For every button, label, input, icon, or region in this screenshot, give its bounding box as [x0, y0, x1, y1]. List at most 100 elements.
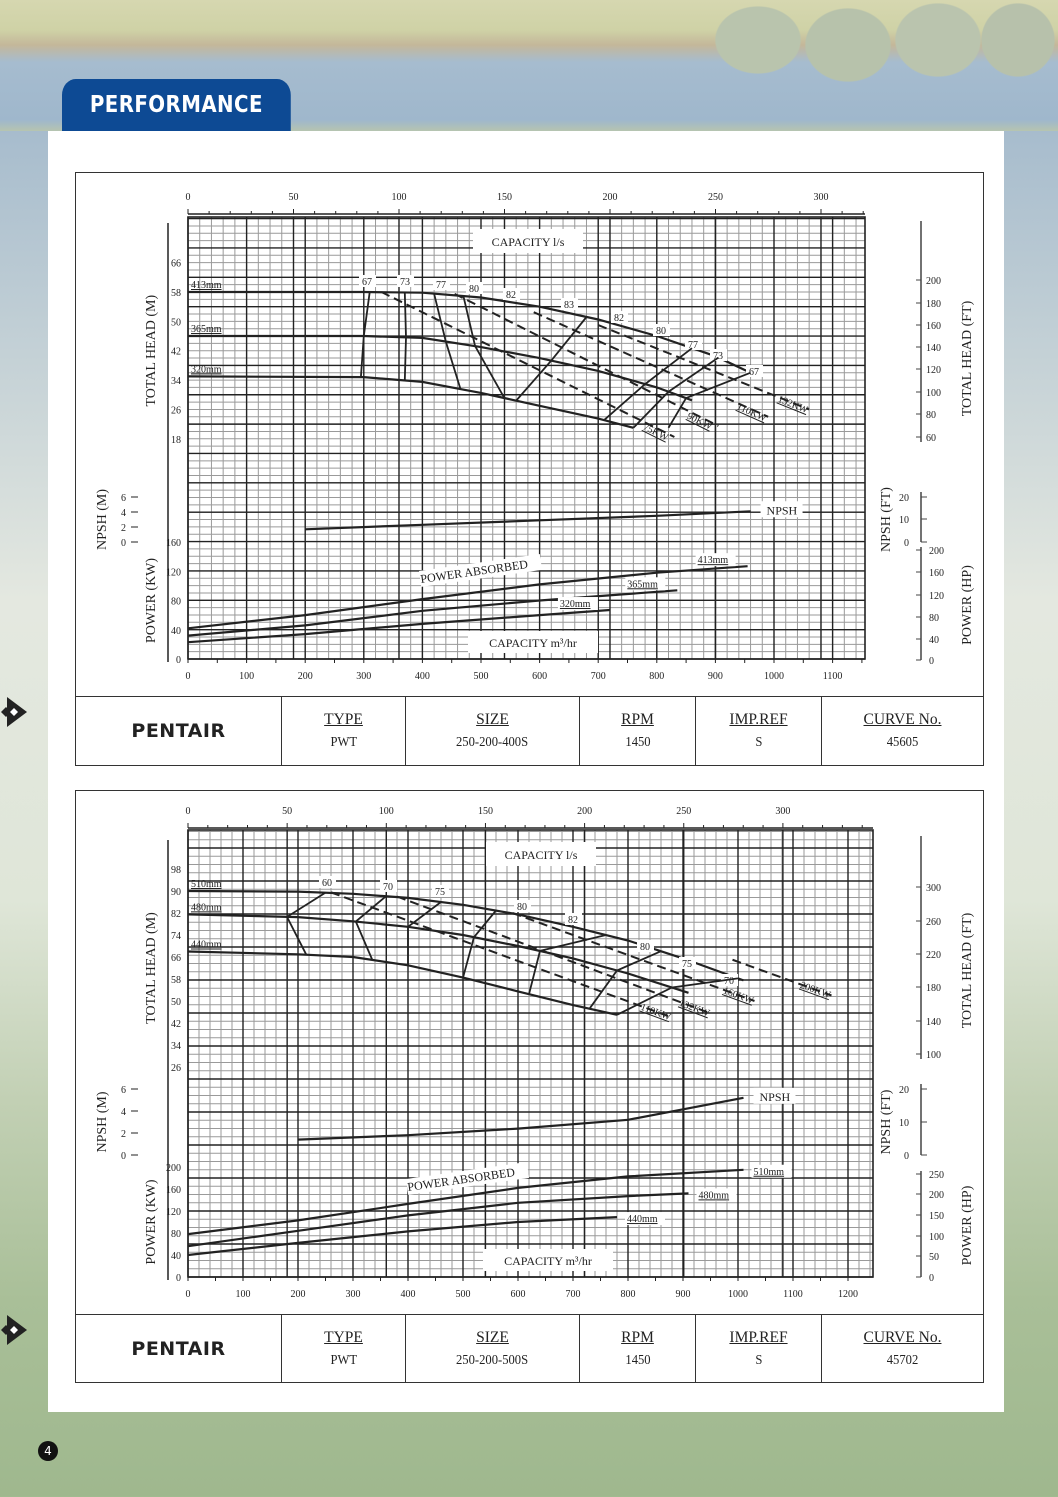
power-hp-axis-title: POWER (HP)	[960, 565, 975, 645]
efficiency-label: 80	[656, 326, 666, 337]
efficiency-label-bg	[679, 957, 696, 969]
bottom-axis-tick-label: 400	[415, 671, 430, 682]
efficiency-label: 73	[713, 351, 723, 362]
power-line-160KW	[512, 912, 755, 1002]
power-axis-tick-label: 40	[171, 1251, 181, 1262]
head-curve-label: 320mm	[191, 364, 222, 375]
head-ft-axis-title: TOTAL HEAD (FT)	[960, 300, 975, 416]
iso-efficiency-line	[462, 909, 497, 978]
bottom-axis-tick-label: 1100	[783, 1289, 803, 1300]
power-hp-axis-tick-label: 200	[929, 1190, 944, 1201]
top-axis-tick-label: 150	[497, 192, 512, 203]
bottom-axis-tick-label: 800	[621, 1289, 636, 1300]
power-line-label: 90KW	[685, 411, 714, 433]
head-axis-title: TOTAL HEAD (M)	[144, 295, 159, 407]
head-ft-axis-tick-label: 80	[926, 410, 936, 421]
bottom-axis-tick-label: 600	[511, 1289, 526, 1300]
type-value: PWT	[330, 1353, 357, 1368]
iso-efficiency-line	[403, 292, 407, 381]
iso-efficiency-line	[616, 977, 739, 1016]
brand-name: PENTAIR	[131, 1338, 226, 1360]
brand-cell: PENTAIR	[1, 1315, 282, 1383]
head-axis-tick-label: 66	[171, 953, 181, 964]
page-number: 4	[38, 1441, 58, 1461]
head-curve-320mm	[187, 375, 634, 429]
power-hp-axis-tick-label: 250	[929, 1170, 944, 1181]
power-line-75KW	[380, 291, 675, 438]
rpm-cell: RPM 1450	[580, 1315, 696, 1383]
head-ft-axis-tick-label: 140	[926, 1017, 941, 1028]
pentair-logo-icon	[1, 697, 27, 727]
head-axis-tick-label: 74	[171, 931, 181, 942]
rpm-label: RPM	[621, 1329, 654, 1346]
head-axis-title: TOTAL HEAD (M)	[144, 912, 159, 1024]
npsh-axis-tick-label: 6	[121, 1085, 126, 1096]
npsh-ft-axis-tick-label: 20	[899, 493, 909, 504]
brand-name: PENTAIR	[131, 720, 226, 742]
imp-ref-value: S	[754, 1353, 763, 1368]
power-curve-label-bg	[696, 1188, 737, 1202]
efficiency-label: 75	[682, 959, 692, 970]
efficiency-label: 80	[640, 942, 650, 953]
head-axis-tick-label: 26	[171, 1063, 181, 1074]
brand-cell: PENTAIR	[1, 697, 282, 765]
power-axis-tick-label: 0	[176, 1273, 181, 1284]
curve-no-value: 45605	[886, 735, 919, 750]
pentair-logo: PENTAIR	[1, 1315, 226, 1360]
power-curve-320mm	[187, 608, 610, 644]
power-curve-label: 440mm	[627, 1214, 658, 1225]
npsh-ft-axis-title: NPSH (FT)	[879, 487, 894, 552]
top-axis-tick-label: 300	[814, 192, 829, 203]
head-curve-label: 480mm	[191, 902, 222, 913]
efficiency-label: 82	[614, 313, 624, 324]
head-axis-tick-label: 42	[171, 1019, 181, 1030]
efficiency-label-bg	[319, 876, 336, 888]
bottom-axis-tick-label: 300	[356, 671, 371, 682]
section-title: PERFORMANCE	[89, 92, 263, 118]
head-curve-440mm	[187, 950, 618, 1016]
bottom-axis-tick-label: 900	[676, 1289, 691, 1300]
head-axis-tick-label: 58	[171, 288, 181, 299]
capacity-m3-label: CAPACITY m³/hr	[489, 636, 577, 650]
efficiency-label-bg	[710, 349, 727, 361]
power-hp-axis-title: POWER (HP)	[960, 1185, 975, 1265]
type-value: PWT	[330, 735, 357, 750]
head-curve-label: 510mm	[191, 879, 222, 890]
top-axis-tick-label: 250	[708, 192, 723, 203]
trees-image	[698, 0, 1058, 131]
npsh-axis-title: NPSH (M)	[95, 1091, 110, 1152]
efficiency-label: 83	[564, 300, 574, 311]
bottom-axis-tick-label: 200	[291, 1289, 306, 1300]
iso-efficiency-line	[360, 291, 371, 378]
npsh-axis-tick-label: 6	[121, 493, 126, 504]
bottom-axis-tick-label: 800	[649, 671, 664, 682]
imp-ref-label: IMP.REF	[729, 711, 788, 728]
efficiency-label-bg	[637, 940, 654, 952]
section-title-tab: PERFORMANCE	[62, 79, 291, 131]
npsh-ft-axis-tick-label: 10	[899, 1118, 909, 1129]
npsh-ft-axis-tick-label: 20	[899, 1085, 909, 1096]
power-axis-tick-label: 200	[166, 1163, 181, 1174]
capacity-m3-label-bg	[483, 1249, 613, 1271]
bottom-axis-tick-label: 0	[186, 671, 191, 682]
capacity-ls-label: CAPACITY l/s	[492, 235, 565, 249]
power-hp-axis-tick-label: 160	[929, 568, 944, 579]
npsh-axis-title: NPSH (M)	[95, 489, 110, 550]
head-ft-axis-tick-label: 220	[926, 950, 941, 961]
grid	[187, 830, 873, 1278]
curve-no-label: CURVE No.	[863, 1329, 942, 1346]
iso-efficiency-line	[667, 371, 751, 429]
iso-efficiency-line	[603, 347, 693, 421]
head-ft-axis-tick-label: 260	[926, 917, 941, 928]
rpm-label: RPM	[621, 711, 654, 728]
efficiency-label: 75	[435, 887, 445, 898]
curve-no-cell: CURVE No. 45702	[822, 1315, 983, 1383]
head-curve-365mm	[188, 334, 693, 402]
head-curve-label: 365mm	[191, 324, 222, 335]
npsh-ft-axis-tick-label: 0	[904, 538, 909, 549]
type-cell: TYPE PWT	[282, 697, 406, 765]
size-value: 250-200-500S	[456, 1353, 529, 1368]
pentair-logo-icon	[1, 1315, 27, 1345]
bottom-axis-tick-label: 1200	[838, 1289, 858, 1300]
top-axis-tick-label: 50	[289, 192, 299, 203]
